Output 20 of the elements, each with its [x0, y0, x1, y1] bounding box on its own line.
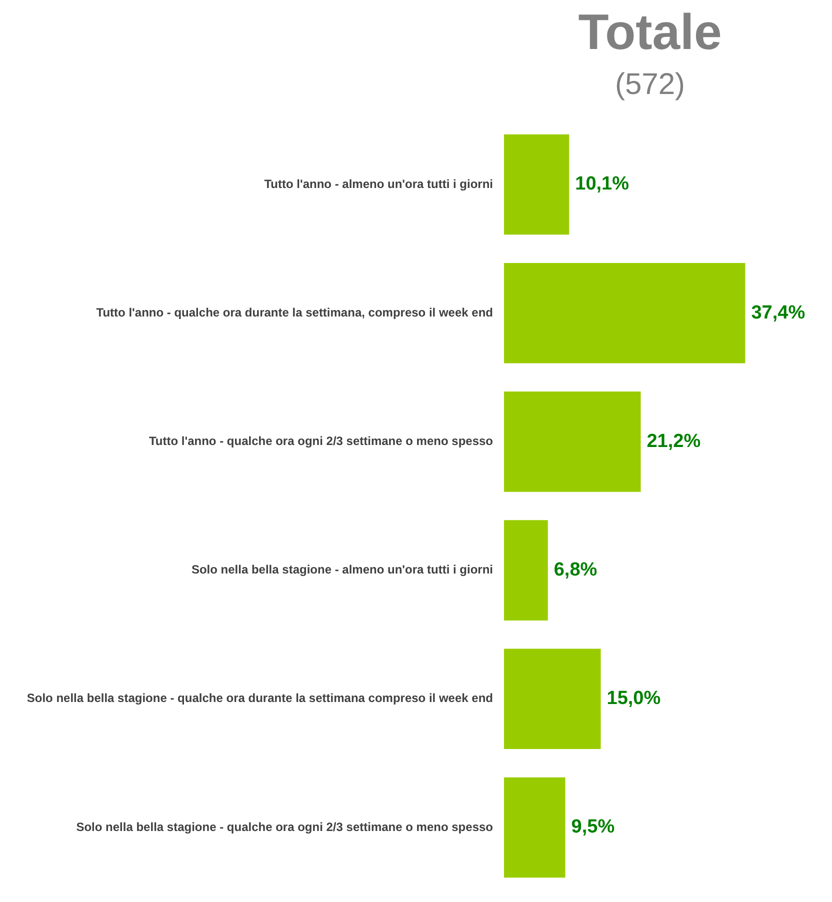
bar: [504, 777, 566, 878]
bar: [504, 134, 570, 235]
data-label: 6,8%: [554, 560, 598, 581]
data-label: 9,5%: [571, 816, 615, 838]
bar: [504, 392, 641, 492]
data-label: 10,1%: [575, 174, 630, 195]
y-tick-label: Solo nella bella stagione - qualche ora durante la settimana compreso il week end: [26, 691, 493, 706]
y-tick-label: Tutto l'anno - almeno un'ora tutti i giorni: [264, 176, 493, 191]
bar: [504, 648, 601, 750]
y-tick-label: Tutto l'anno - qualche ora durante la settimana, compreso il week end: [96, 305, 493, 320]
data-label: 21,2%: [646, 430, 701, 452]
data-label: 15,0%: [606, 688, 661, 710]
bar: [504, 520, 548, 620]
bar: [504, 262, 746, 364]
chart-title: Totale: [577, 3, 723, 62]
data-label: 37,4%: [751, 302, 806, 324]
y-tick-label: Tutto l'anno - qualche ora ogni 2/3 settimane o meno spesso: [148, 434, 493, 448]
y-tick-label: Solo nella bella stagione - qualche ora ogni 2/3 settimane o meno spesso: [76, 820, 493, 834]
y-tick-label: Solo nella bella stagione - almeno un'ora tutti i giorni: [191, 562, 493, 577]
chart-subtitle: (572): [614, 68, 686, 102]
